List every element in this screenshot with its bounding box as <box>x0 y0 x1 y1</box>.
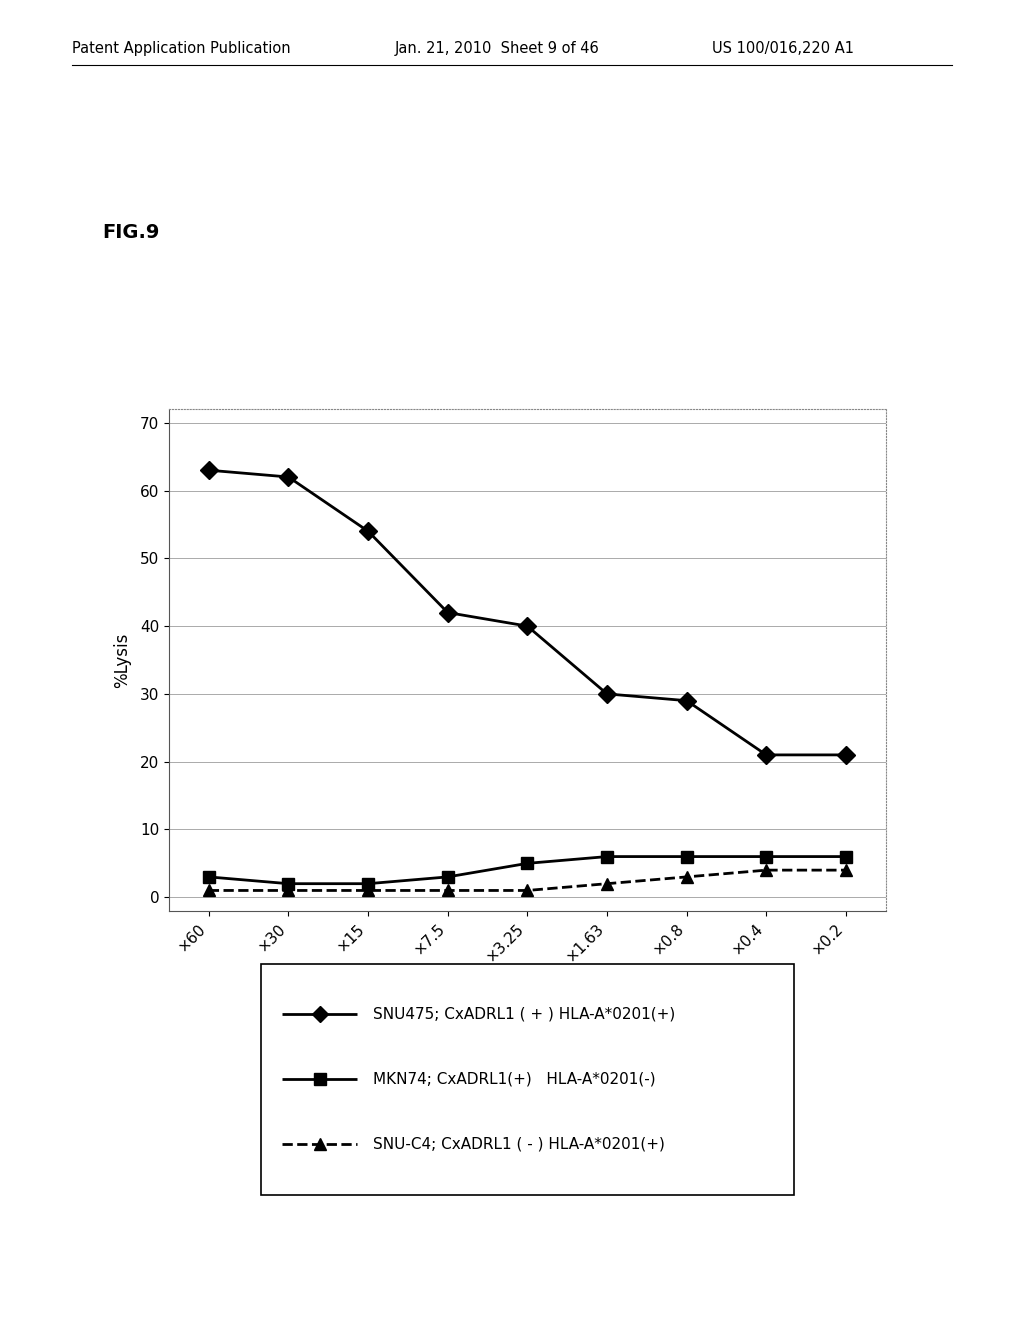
Text: SNU-C4; CxADRL1 ( - ) HLA-A*0201(+): SNU-C4; CxADRL1 ( - ) HLA-A*0201(+) <box>373 1137 665 1151</box>
Text: SNU475; CxADRL1 ( + ) HLA-A*0201(+): SNU475; CxADRL1 ( + ) HLA-A*0201(+) <box>373 1007 675 1022</box>
FancyBboxPatch shape <box>261 964 794 1195</box>
Text: FIG.9: FIG.9 <box>102 223 160 242</box>
Text: US 100/016,220 A1: US 100/016,220 A1 <box>712 41 854 55</box>
Y-axis label: %Lysis: %Lysis <box>114 632 131 688</box>
Text: MKN74; CxADRL1(+)   HLA-A*0201(-): MKN74; CxADRL1(+) HLA-A*0201(-) <box>373 1072 655 1086</box>
X-axis label: E/T ratio: E/T ratio <box>493 975 562 993</box>
Text: Patent Application Publication: Patent Application Publication <box>72 41 291 55</box>
Text: Jan. 21, 2010  Sheet 9 of 46: Jan. 21, 2010 Sheet 9 of 46 <box>394 41 599 55</box>
